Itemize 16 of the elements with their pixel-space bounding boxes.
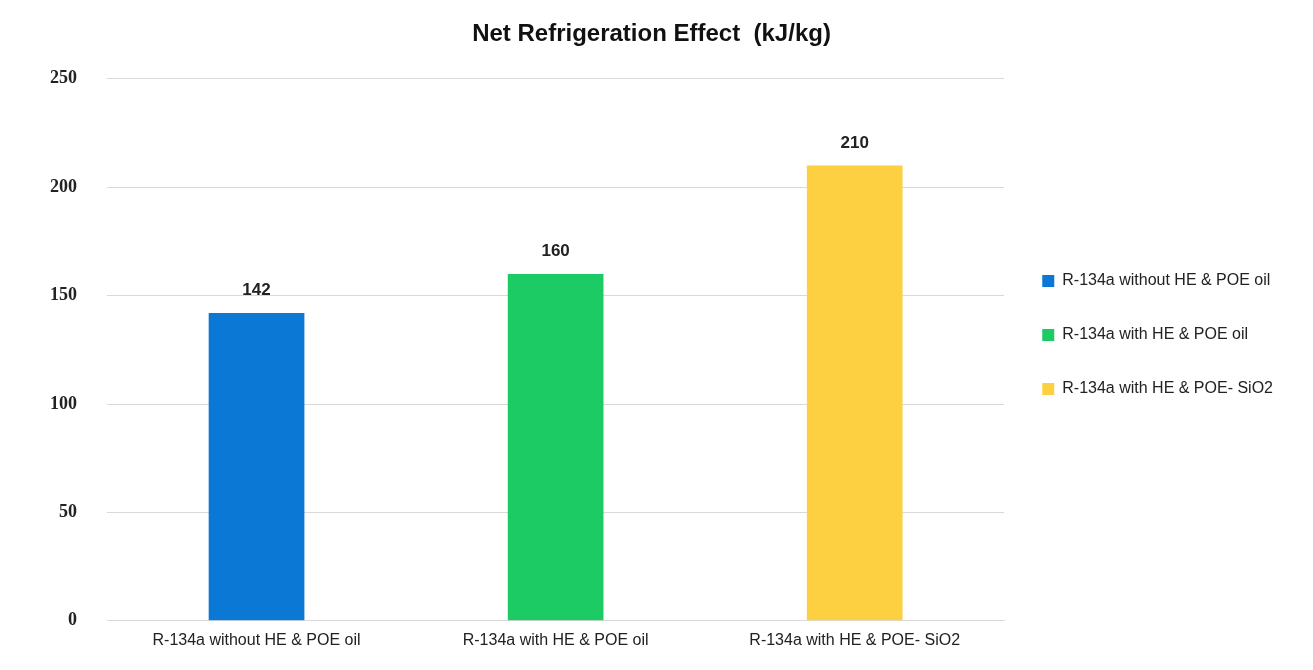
y-tick-label: 0 — [68, 609, 77, 630]
x-tick-label: R-134a with HE & POE- SiO2 — [749, 630, 961, 648]
data-label: 160 — [541, 241, 570, 261]
data-label: 142 — [242, 280, 271, 300]
y-tick-label: 100 — [50, 392, 77, 413]
legend-label: R-134a with HE & POE- SiO2 — [1062, 379, 1274, 397]
chart-title: Net Refrigeration Effect (kJ/kg) — [472, 19, 831, 47]
y-tick-label: 150 — [50, 284, 77, 305]
y-tick-label: 200 — [50, 175, 77, 196]
legend-label: R-134a without HE & POE oil — [1062, 271, 1271, 289]
y-tick-label: 250 — [50, 67, 77, 88]
x-tick-label: R-134a without HE & POE oil — [152, 630, 361, 648]
y-tick-label: 50 — [59, 501, 77, 522]
data-label: 210 — [840, 132, 869, 152]
legend-label: R-134a with HE & POE oil — [1062, 325, 1249, 343]
x-tick-label: R-134a with HE & POE oil — [462, 630, 649, 648]
